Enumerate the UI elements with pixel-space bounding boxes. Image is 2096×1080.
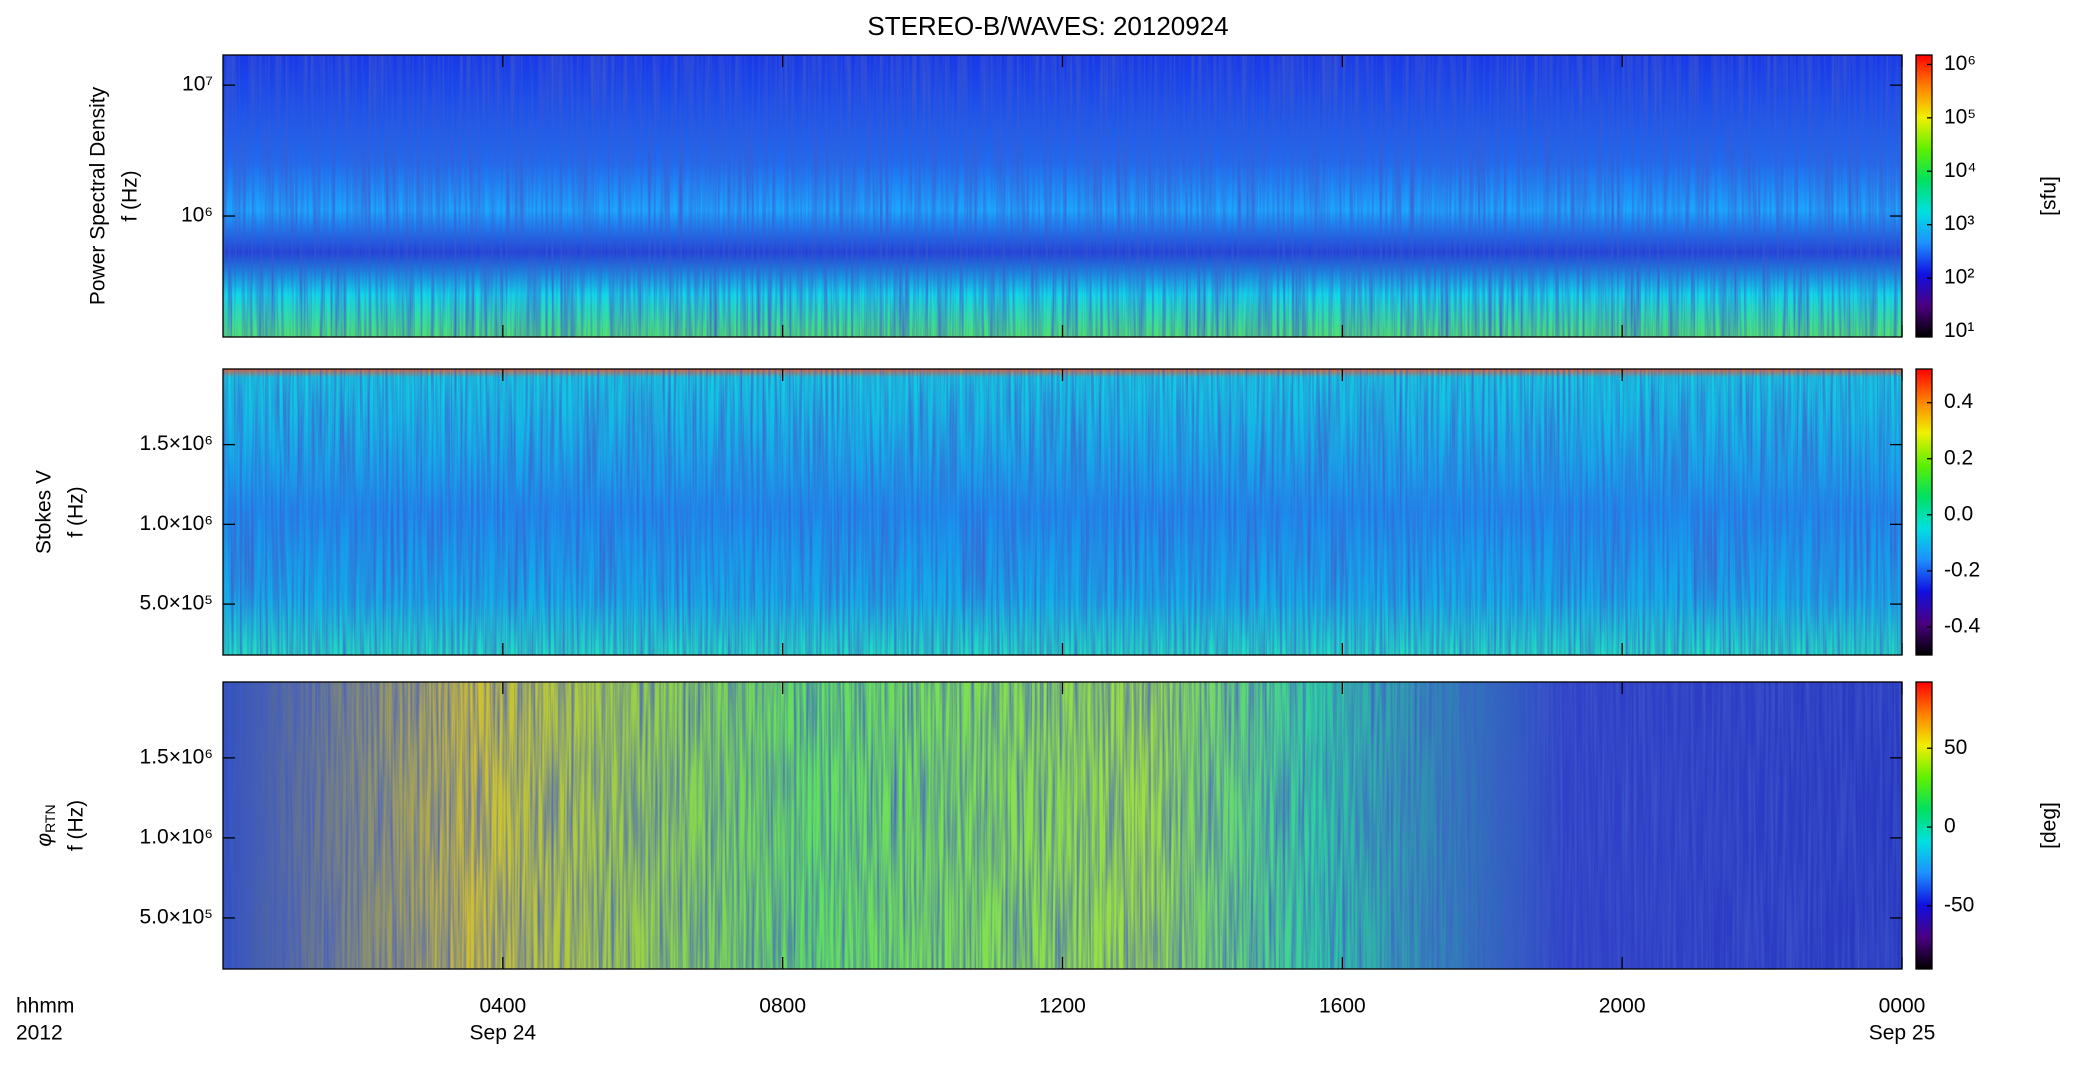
colorbar-label: [deg] — [2038, 802, 2061, 849]
x-tick-label: 0800 — [759, 995, 806, 1018]
x-date-label: Sep 24 — [470, 1022, 537, 1045]
x-date-label: Sep 25 — [1869, 1022, 1936, 1045]
x-axis-label: 2012 — [16, 1022, 63, 1045]
x-axis-label: hhmm — [16, 995, 74, 1018]
colorbar-label: [sfu] — [2038, 176, 2061, 216]
colorbar-tick-label: -0.2 — [1944, 558, 1980, 581]
y-axis-label: f (Hz) — [65, 486, 88, 537]
colorbar-tick-label: 10¹ — [1944, 319, 1974, 342]
y-tick-label: 1.0×10⁶ — [140, 825, 213, 848]
colorbar-tick-label: 10³ — [1944, 212, 1974, 235]
x-tick-label: 1200 — [1039, 995, 1086, 1018]
colorbar-tick-label: 10⁴ — [1944, 159, 1976, 182]
spectrogram-texture — [223, 682, 1902, 969]
y-tick-label: 10⁶ — [181, 204, 213, 227]
colorbar-tick-label: 10⁶ — [1944, 52, 1976, 75]
x-tick-label: 0400 — [479, 995, 526, 1018]
colorbar — [1915, 368, 1933, 656]
y-tick-label: 1.0×10⁶ — [140, 512, 213, 535]
y-axis-label: φRTN — [33, 804, 58, 846]
colorbar-tick-label: 0.4 — [1944, 390, 1974, 413]
y-axis-label: Power Spectral Density — [87, 86, 110, 305]
x-tick-label: 0000 — [1879, 995, 1926, 1018]
colorbar-tick-label: 0.2 — [1944, 446, 1973, 469]
y-tick-label: 5.0×10⁵ — [139, 905, 213, 928]
colorbar — [1915, 54, 1933, 338]
colorbar-tick-label: 0.0 — [1944, 502, 1973, 525]
spectrogram-texture — [223, 55, 1902, 337]
colorbar-tick-label: 50 — [1944, 736, 1967, 759]
colorbar — [1915, 681, 1933, 970]
spectrogram-texture — [223, 369, 1902, 655]
y-axis-label: f (Hz) — [65, 800, 88, 851]
y-axis-label: f (Hz) — [119, 170, 142, 221]
y-tick-label: 5.0×10⁵ — [139, 592, 213, 615]
y-axis-label-subscript: RTN — [42, 804, 58, 833]
y-axis-label: Stokes V — [33, 470, 56, 554]
colorbar-tick-label: 10² — [1944, 266, 1974, 289]
x-tick-label: 1600 — [1319, 995, 1366, 1018]
chart-title: STEREO-B/WAVES: 20120924 — [867, 11, 1228, 41]
y-tick-label: 1.5×10⁶ — [140, 745, 213, 768]
y-tick-label: 10⁷ — [182, 73, 213, 96]
colorbar-tick-label: 0 — [1944, 815, 1956, 838]
colorbar-tick-label: -50 — [1944, 893, 1974, 916]
y-tick-label: 1.5×10⁶ — [140, 432, 213, 455]
colorbar-tick-label: 10⁵ — [1944, 105, 1976, 128]
y-axis-label-symbol: φ — [33, 833, 56, 847]
x-tick-label: 2000 — [1599, 995, 1646, 1018]
colorbar-tick-label: -0.4 — [1944, 615, 1981, 638]
